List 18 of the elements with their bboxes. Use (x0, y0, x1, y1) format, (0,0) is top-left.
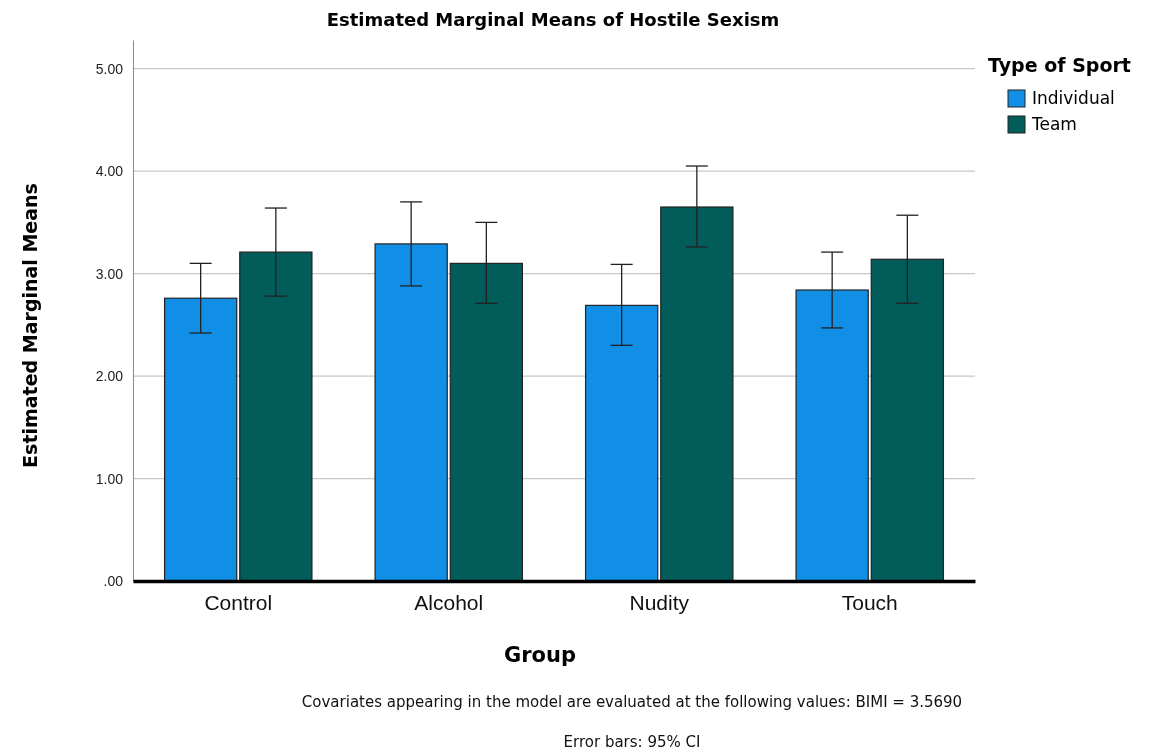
legend-title: Type of Sport (988, 54, 1131, 76)
y-tick-label: .00 (103, 572, 124, 589)
text: Error bars: 95% CI (563, 733, 701, 751)
text: Covariates appearing in the model are evaluated at the following values: BIMI = 3.5690 (301, 693, 963, 711)
x-tick-label: Control (204, 590, 273, 614)
y-tick-label: 5.00 (95, 60, 124, 77)
y-tick-label: 2.00 (95, 368, 124, 385)
chart-title: Estimated Marginal Means of Hostile Sexism (326, 9, 780, 30)
x-tick-label: Touch (841, 590, 898, 614)
y-axis-title: Estimated Marginal Means (19, 183, 41, 468)
x-tick-label: Alcohol (414, 590, 484, 614)
y-tick-label: 4.00 (95, 163, 124, 180)
y-tick-label: 1.00 (95, 470, 124, 487)
x-tick-label: Nudity (629, 590, 690, 614)
x-axis-title: Group (503, 643, 577, 667)
y-tick-label: 3.00 (95, 265, 124, 282)
legend-label: Individual (1032, 88, 1115, 108)
legend-label: Team (1031, 114, 1077, 134)
